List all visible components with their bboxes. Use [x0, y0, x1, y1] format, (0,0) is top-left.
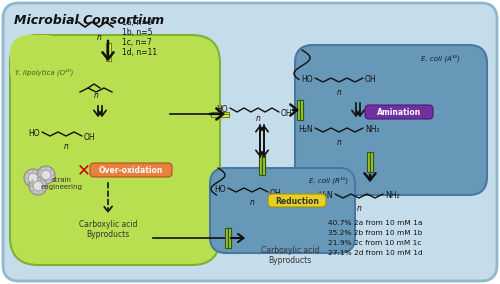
Bar — [211, 112, 229, 114]
Text: n: n — [336, 138, 342, 147]
Text: OH: OH — [270, 189, 281, 197]
Text: n: n — [64, 142, 68, 151]
Text: Amination: Amination — [377, 108, 421, 116]
Circle shape — [44, 185, 47, 187]
FancyBboxPatch shape — [295, 45, 487, 195]
Bar — [297, 100, 300, 120]
Text: E. coli (R¹⁰): E. coli (R¹⁰) — [309, 176, 348, 183]
Text: n: n — [96, 33, 102, 42]
Bar — [108, 43, 110, 61]
Text: Carboxylic acid
Byproducts: Carboxylic acid Byproducts — [79, 220, 138, 239]
Circle shape — [32, 184, 34, 187]
Circle shape — [40, 177, 42, 179]
Text: HO: HO — [214, 185, 226, 193]
Bar — [106, 43, 108, 61]
Text: OH: OH — [365, 74, 376, 83]
Circle shape — [26, 171, 29, 174]
Circle shape — [37, 174, 40, 176]
Circle shape — [24, 177, 26, 179]
Text: 40.7% 2a from 10 mM 1a: 40.7% 2a from 10 mM 1a — [328, 220, 422, 226]
Circle shape — [45, 181, 47, 184]
Text: H₂N: H₂N — [298, 124, 313, 133]
Circle shape — [45, 166, 47, 168]
Bar — [370, 152, 373, 172]
Circle shape — [37, 166, 55, 184]
Text: 1c, n=7: 1c, n=7 — [122, 38, 152, 47]
Bar — [225, 228, 228, 248]
Text: HO: HO — [302, 74, 313, 83]
Circle shape — [42, 190, 44, 193]
Text: Microbial Consortium: Microbial Consortium — [14, 14, 164, 27]
FancyBboxPatch shape — [10, 35, 65, 90]
Text: HO: HO — [28, 128, 40, 137]
Text: strain
engineering: strain engineering — [41, 176, 83, 189]
Circle shape — [40, 179, 42, 181]
Bar — [228, 228, 231, 248]
Text: Y. lipolytica (O¹⁰): Y. lipolytica (O¹⁰) — [15, 68, 74, 76]
Text: Over-oxidation: Over-oxidation — [99, 166, 163, 174]
Text: Reduction: Reduction — [275, 197, 319, 206]
Circle shape — [52, 174, 55, 176]
Circle shape — [37, 193, 39, 195]
Circle shape — [37, 177, 39, 179]
Text: HO: HO — [216, 105, 228, 114]
Text: 27.1% 2d from 10 mM 1d: 27.1% 2d from 10 mM 1d — [328, 250, 422, 256]
Text: n: n — [336, 88, 342, 97]
Circle shape — [26, 182, 29, 185]
FancyBboxPatch shape — [210, 168, 355, 253]
FancyBboxPatch shape — [3, 3, 497, 281]
Text: 1a, n=9: 1a, n=9 — [122, 18, 152, 27]
FancyBboxPatch shape — [90, 163, 172, 177]
Bar — [228, 228, 231, 248]
Text: Carboxylic acid
Byproducts: Carboxylic acid Byproducts — [261, 246, 320, 266]
Bar — [367, 152, 370, 172]
Circle shape — [41, 170, 51, 180]
Circle shape — [37, 182, 40, 185]
Circle shape — [50, 179, 52, 181]
Text: OH: OH — [84, 133, 96, 141]
Text: ✕: ✕ — [77, 161, 91, 179]
Bar — [370, 152, 373, 172]
FancyBboxPatch shape — [10, 35, 220, 265]
Bar — [300, 100, 303, 120]
Text: H₂N: H₂N — [318, 191, 333, 199]
Text: n: n — [94, 91, 98, 100]
Circle shape — [32, 179, 34, 182]
Text: n: n — [250, 198, 254, 207]
Circle shape — [33, 181, 43, 191]
FancyBboxPatch shape — [268, 194, 326, 207]
Text: 1d, n=11: 1d, n=11 — [122, 48, 157, 57]
Circle shape — [42, 179, 44, 182]
Text: 1b, n=5: 1b, n=5 — [122, 28, 152, 37]
Bar — [259, 155, 262, 175]
Bar — [262, 155, 265, 175]
Circle shape — [32, 190, 34, 193]
Text: OH: OH — [281, 108, 292, 118]
Circle shape — [28, 173, 38, 183]
Circle shape — [40, 168, 42, 171]
Text: E. coli (A¹⁰): E. coli (A¹⁰) — [421, 54, 460, 62]
Text: n: n — [256, 114, 260, 123]
Circle shape — [29, 185, 32, 187]
Text: NH₂: NH₂ — [385, 191, 400, 199]
FancyBboxPatch shape — [365, 105, 433, 119]
Circle shape — [24, 169, 42, 187]
Text: 21.9% 2c from 10 mM 1c: 21.9% 2c from 10 mM 1c — [328, 240, 422, 246]
Circle shape — [50, 168, 52, 171]
Circle shape — [37, 171, 40, 174]
Circle shape — [29, 177, 47, 195]
Bar — [300, 100, 303, 120]
Bar — [211, 114, 229, 116]
Circle shape — [32, 169, 34, 172]
Text: n: n — [356, 204, 362, 213]
Text: 35.2% 2b from 10 mM 1b: 35.2% 2b from 10 mM 1b — [328, 230, 422, 236]
Bar — [262, 155, 265, 175]
Text: NH₂: NH₂ — [365, 124, 380, 133]
